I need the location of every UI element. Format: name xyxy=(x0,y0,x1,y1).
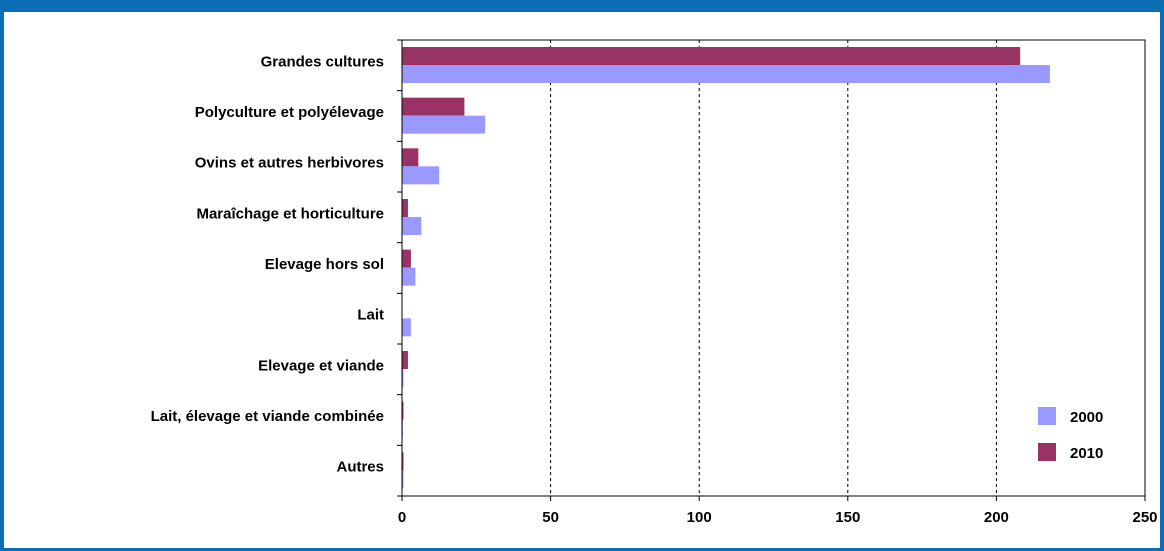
category-label: Maraîchage et horticulture xyxy=(196,205,384,222)
x-tick-label: 100 xyxy=(687,509,712,526)
bar-2000 xyxy=(402,217,422,235)
category-label: Elevage hors sol xyxy=(265,256,384,273)
legend-swatch-2010 xyxy=(1038,443,1056,461)
bar-2000 xyxy=(402,65,1050,83)
legend-swatch-2000 xyxy=(1038,407,1056,425)
legend-label-2010: 2010 xyxy=(1070,445,1103,462)
x-tick-labels: 0 50 100 150 200 250 xyxy=(398,509,1158,526)
bar-2010 xyxy=(402,351,408,369)
x-tick-label: 50 xyxy=(542,509,559,526)
bar-2010 xyxy=(402,452,404,471)
category-label: Polyculture et polyélevage xyxy=(195,104,384,121)
bar-2010 xyxy=(402,401,404,420)
legend-label-2000: 2000 xyxy=(1070,409,1103,426)
bar-2000 xyxy=(402,115,486,134)
category-label: Lait, élevage et viande combinée xyxy=(151,408,384,425)
bars xyxy=(402,47,1050,489)
bar-2010 xyxy=(402,47,1021,65)
bar-2010 xyxy=(402,249,411,268)
legend: 2000 2010 xyxy=(1038,407,1103,462)
grid-lines xyxy=(550,40,997,496)
axes xyxy=(397,39,1146,501)
bar-2010 xyxy=(402,148,419,167)
bar-2010 xyxy=(402,97,465,116)
bar-2000 xyxy=(402,470,404,489)
x-tick-label: 200 xyxy=(984,509,1009,526)
bar-2000 xyxy=(402,369,404,387)
category-label: Lait xyxy=(357,307,384,324)
x-tick-label: 0 xyxy=(398,509,406,526)
bar-2000 xyxy=(402,166,440,185)
category-labels: Grandes cultures Polyculture et polyéleva… xyxy=(151,53,384,475)
category-label: Ovins et autres herbivores xyxy=(195,155,384,172)
x-tick-label: 250 xyxy=(1132,509,1157,526)
x-tick-label: 150 xyxy=(835,509,860,526)
plot-border xyxy=(401,39,1146,497)
bar-2000 xyxy=(402,267,416,286)
bar-2010 xyxy=(402,199,408,217)
bar-2000 xyxy=(402,318,411,337)
category-label: Autres xyxy=(336,459,384,476)
category-label: Elevage et viande xyxy=(258,357,384,374)
category-label: Grandes cultures xyxy=(261,53,384,70)
header-bar xyxy=(0,0,1164,12)
